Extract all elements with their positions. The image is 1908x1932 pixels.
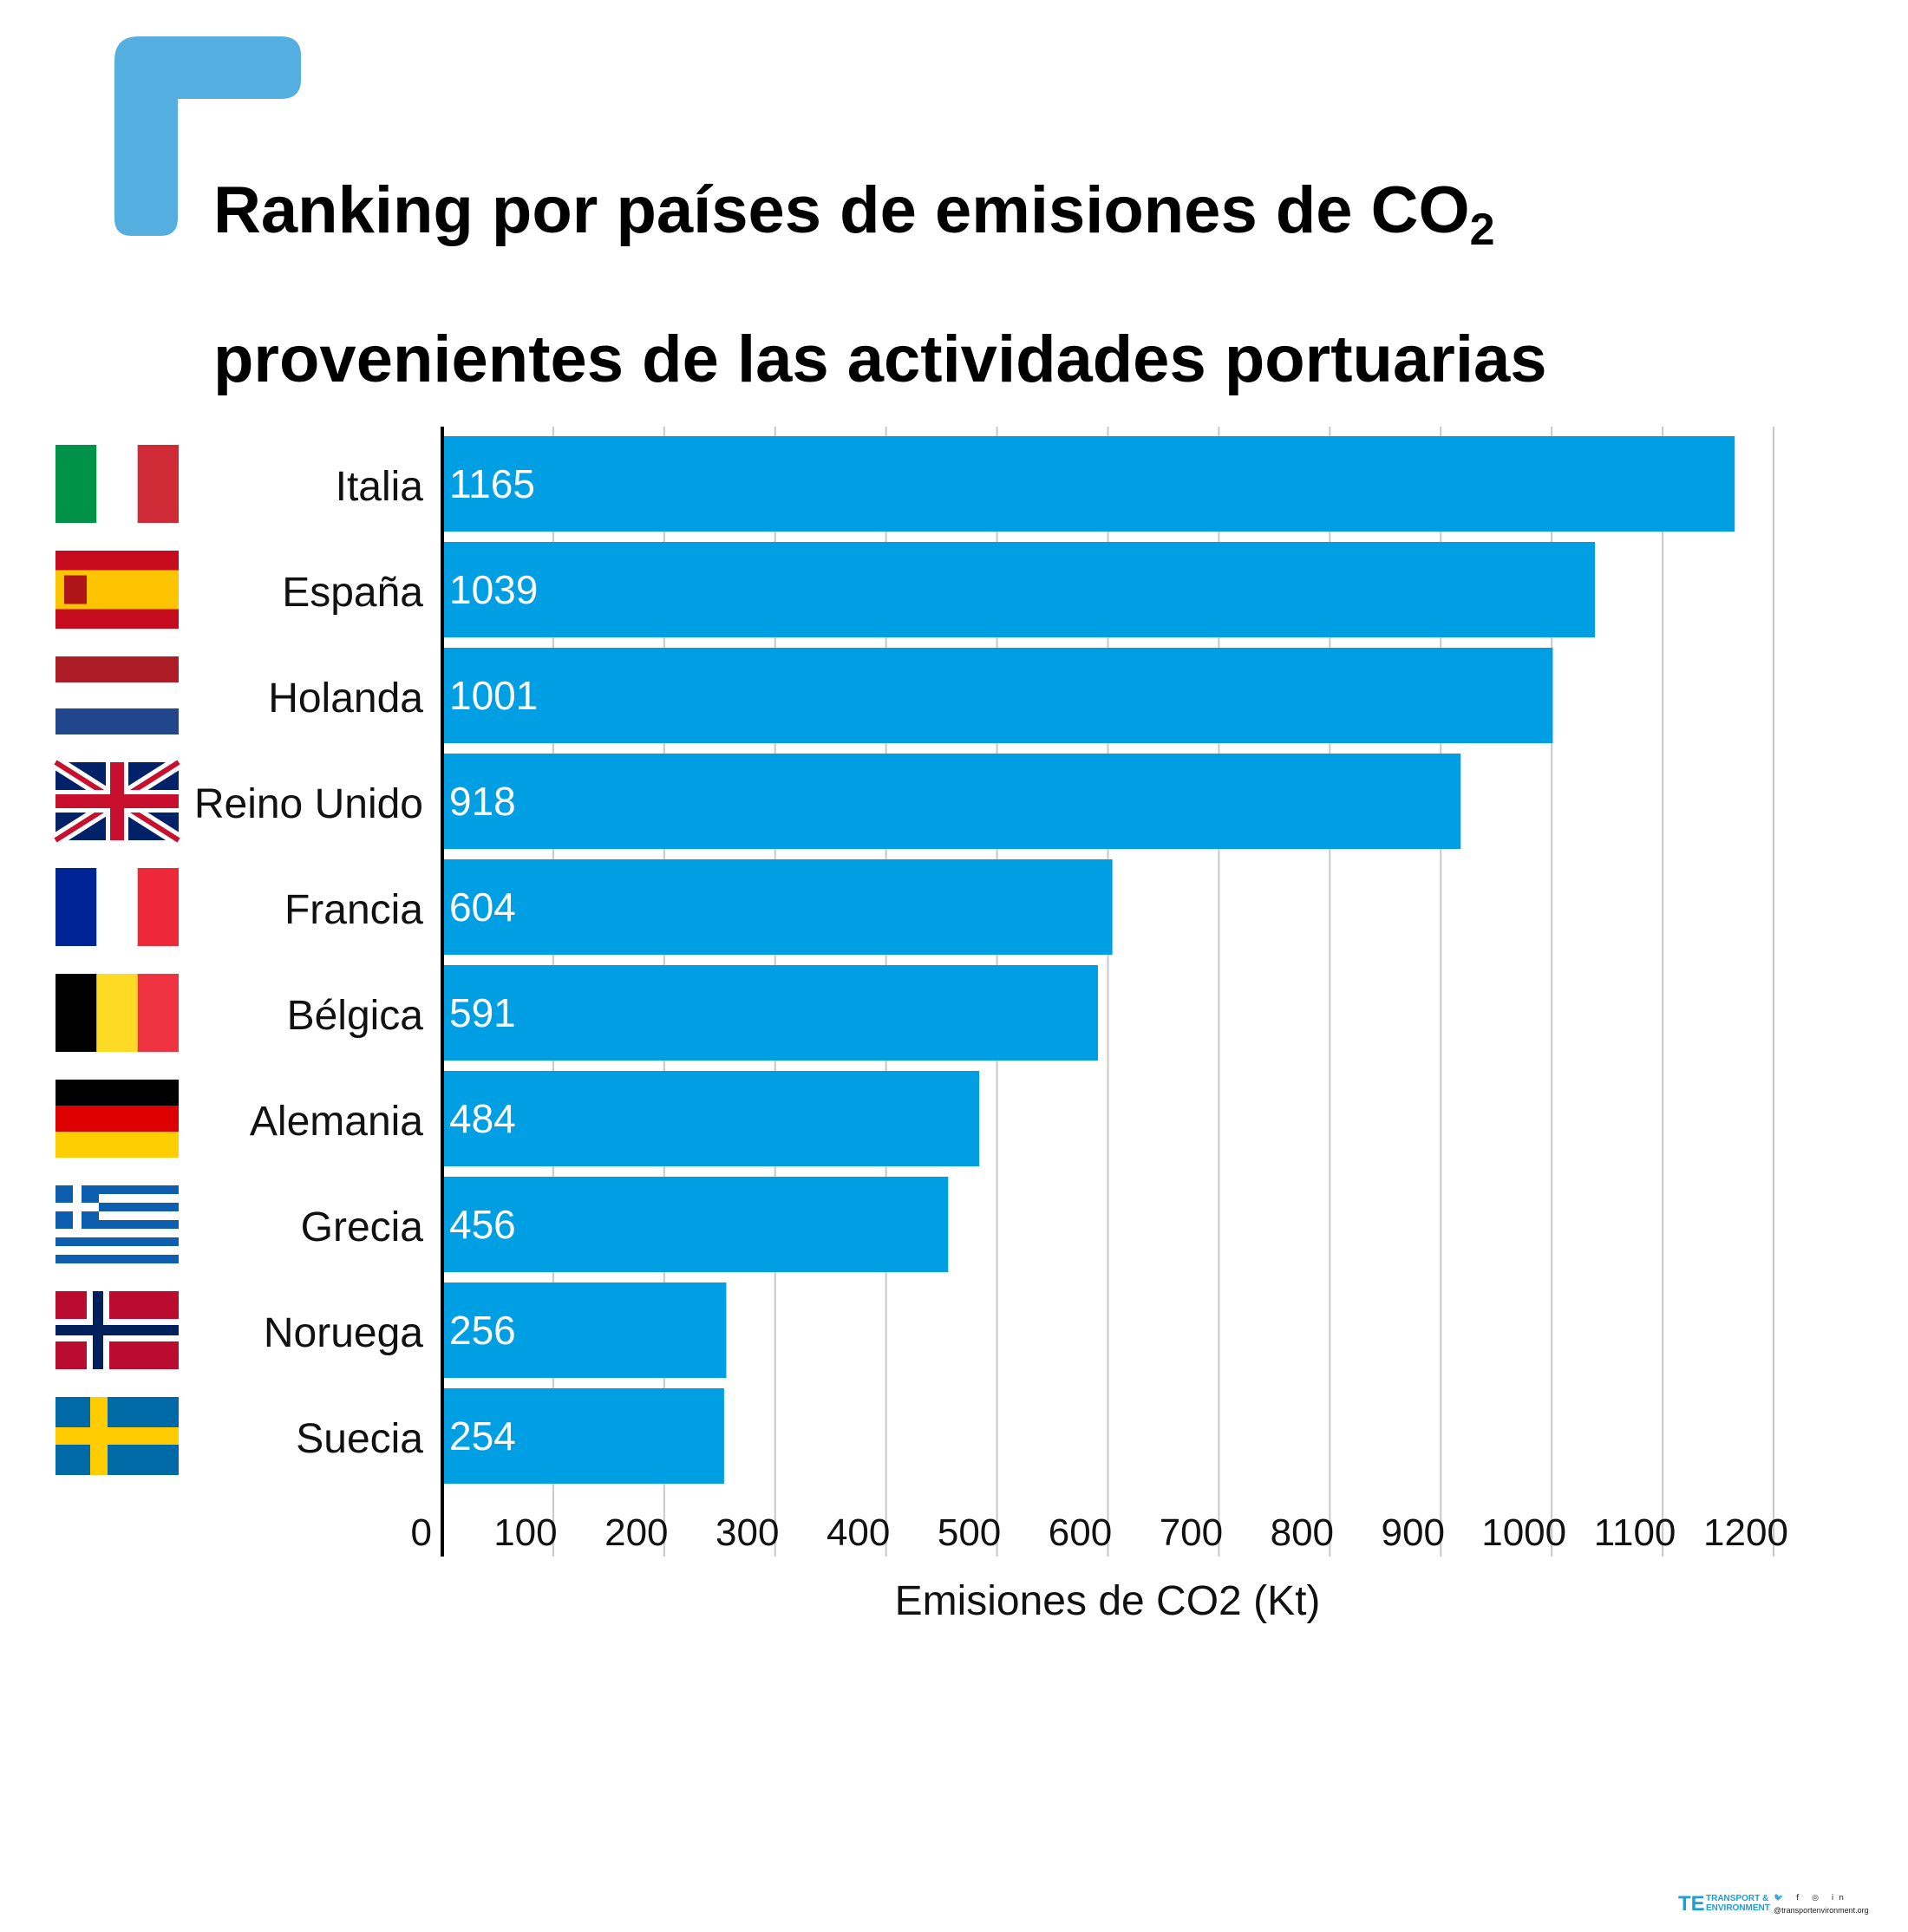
data-label: 254 [449, 1413, 516, 1459]
category-label: Holanda [268, 676, 423, 721]
x-tick-label: 200 [604, 1511, 668, 1554]
x-tick-label: 0 [411, 1511, 432, 1554]
x-tick-label: 400 [827, 1511, 890, 1554]
flags [51, 445, 183, 1475]
bar [444, 754, 1461, 849]
chart-title-line-2: provenientes de las actividades portuari… [213, 323, 1547, 396]
bar [444, 859, 1113, 955]
category-label: Francia [284, 887, 423, 933]
germany-flag [56, 1080, 179, 1158]
bar [444, 1388, 724, 1484]
category-label: Italia [336, 464, 424, 510]
category-label: Suecia [296, 1416, 423, 1462]
x-tick-label: 1100 [1594, 1511, 1676, 1554]
bar [444, 648, 1553, 743]
category-label: Alemania [250, 1099, 423, 1145]
uk-flag [51, 756, 183, 846]
data-label: 591 [449, 990, 516, 1035]
x-tick-label: 600 [1049, 1511, 1112, 1554]
spain-flag [56, 551, 179, 629]
footer-logo: TE TRANSPORT & ENVIRONMENT 🐦 f ◎ in @tra… [1678, 1892, 1886, 1918]
bar [444, 1283, 727, 1378]
social-icons: 🐦 f ◎ in [1774, 1894, 1850, 1903]
norway-flag [56, 1291, 179, 1369]
x-tick-label: 700 [1160, 1511, 1223, 1554]
category-label: Noruega [264, 1310, 423, 1356]
italy-flag [56, 445, 179, 523]
footer-website: @transportenvironment.org [1774, 1906, 1869, 1915]
data-label: 1001 [449, 673, 538, 718]
belgium-flag [56, 974, 179, 1052]
x-tick-label: 900 [1382, 1511, 1445, 1554]
chart-title-subscript: 2 [1469, 205, 1495, 255]
brand-corner-mark [114, 36, 301, 236]
data-label: 456 [449, 1202, 516, 1247]
data-label: 918 [449, 779, 516, 824]
category-label: Bélgica [287, 993, 424, 1039]
category-label: Grecia [301, 1204, 424, 1250]
data-label: 1165 [449, 461, 535, 506]
bar [444, 436, 1735, 532]
x-tick-label: 500 [938, 1511, 1001, 1554]
te-logo-mark: TE [1678, 1892, 1705, 1916]
data-label: 1039 [449, 567, 538, 612]
chart-title-line-1: Ranking por países de emisiones de CO [213, 173, 1470, 247]
data-label: 256 [449, 1308, 516, 1353]
x-tick-label: 800 [1271, 1511, 1334, 1554]
france-flag [56, 868, 179, 946]
data-label: 604 [449, 884, 516, 930]
category-label: España [282, 570, 423, 616]
labels: 0 100 200 300 400 500 600 700 800 900 1000 1100 1200… [194, 461, 1788, 1624]
x-tick-label: 1200 [1703, 1511, 1788, 1554]
bar [444, 1177, 949, 1272]
greece-flag [56, 1185, 179, 1263]
x-axis-title: Emisiones de CO2 (Kt) [895, 1578, 1321, 1624]
netherlands-flag [56, 656, 179, 734]
brand-name: TRANSPORT & ENVIRONMENT [1706, 1894, 1770, 1913]
bar [444, 965, 1098, 1061]
sweden-flag [56, 1397, 179, 1475]
bar [444, 1071, 980, 1166]
x-tick-label: 100 [493, 1511, 557, 1554]
chart-title: Ranking por países de emisiones de CO2 p… [213, 146, 1861, 425]
bars [444, 436, 1735, 1484]
data-label: 484 [449, 1096, 516, 1141]
x-tick-label: 300 [716, 1511, 779, 1554]
bar [444, 542, 1596, 637]
category-label: Reino Unido [194, 781, 423, 827]
x-tick-label: 1000 [1481, 1511, 1566, 1554]
